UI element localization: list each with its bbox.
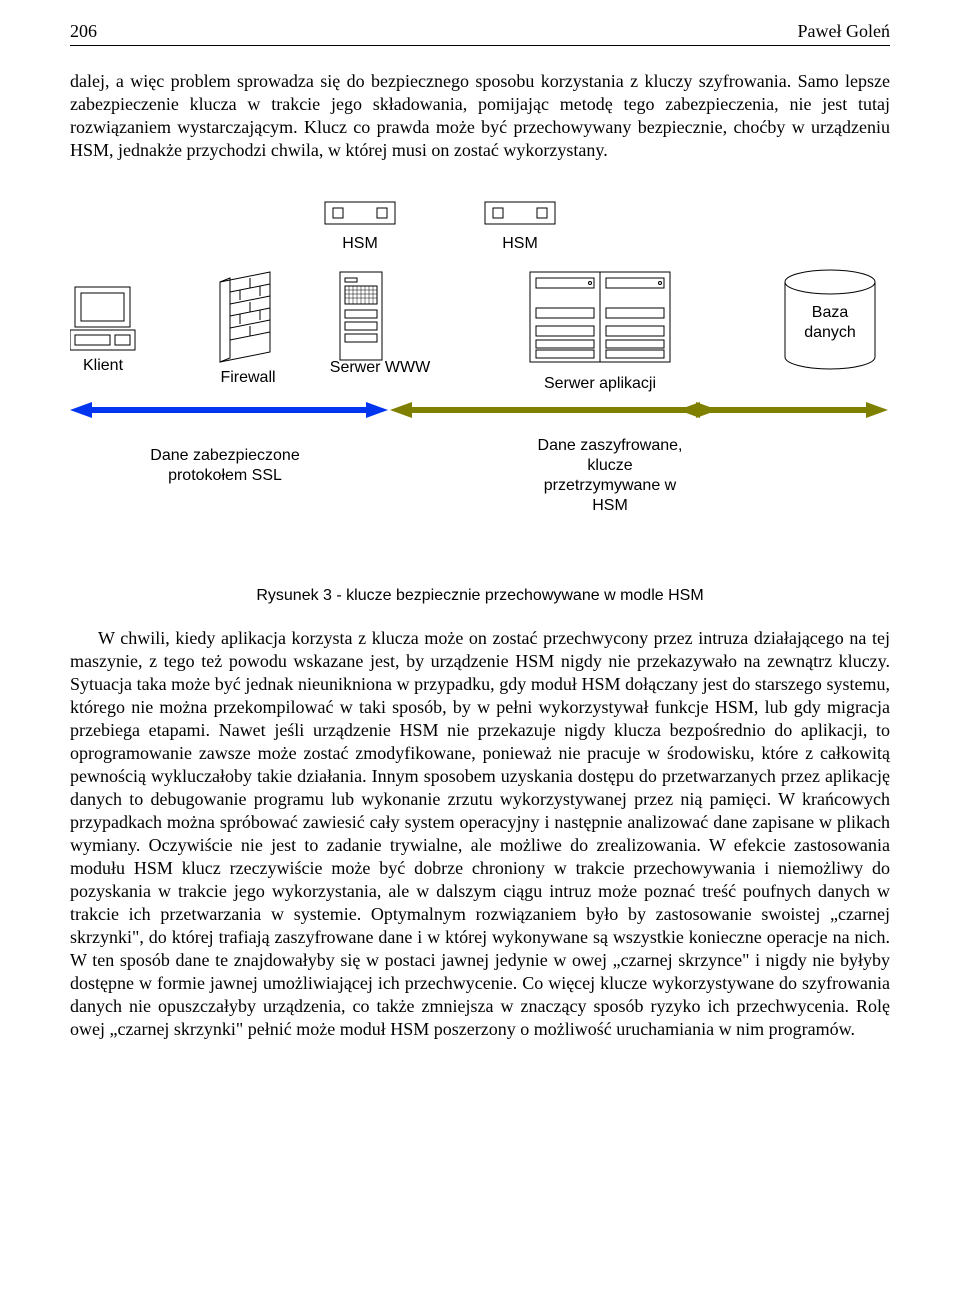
author-name: Paweł Goleń (798, 20, 890, 43)
firewall-label: Firewall (220, 369, 275, 386)
diagram-caption: Rysunek 3 - klucze bezpiecznie przechowy… (70, 586, 890, 606)
right-note-line3: przetrzymywane w (544, 477, 677, 494)
hsm-device-1-icon (325, 202, 395, 224)
page-number: 206 (70, 20, 97, 43)
paragraph-1: dalej, a więc problem sprowadza się do b… (70, 70, 890, 162)
database-label-1: Baza (812, 304, 849, 321)
app-server-label: Serwer aplikacji (544, 375, 656, 392)
hsm-device-2-icon (485, 202, 555, 224)
firewall-icon (220, 272, 270, 362)
page-header: 206 Paweł Goleń (70, 20, 890, 46)
hsm-diagram: HSM HSM Klient Firewall (70, 192, 890, 606)
blue-arrow-icon (70, 402, 388, 418)
web-server-icon (340, 272, 382, 360)
web-server-label: Serwer WWW (330, 359, 431, 376)
right-note-line1: Dane zaszyfrowane, (538, 437, 683, 454)
left-note-line2: protokołem SSL (168, 467, 282, 484)
client-label: Klient (83, 357, 124, 374)
right-note-line4: HSM (592, 497, 628, 514)
client-computer-icon (70, 287, 135, 350)
hsm-label-1: HSM (342, 235, 378, 252)
app-server-icon (530, 272, 670, 362)
left-note-line1: Dane zabezpieczone (150, 447, 300, 464)
database-label-2: danych (804, 324, 856, 341)
paragraph-2: W chwili, kiedy aplikacja korzysta z klu… (70, 627, 890, 1042)
hsm-label-2: HSM (502, 235, 538, 252)
right-note-line2: klucze (587, 457, 632, 474)
olive-arrow-icon (390, 402, 888, 418)
